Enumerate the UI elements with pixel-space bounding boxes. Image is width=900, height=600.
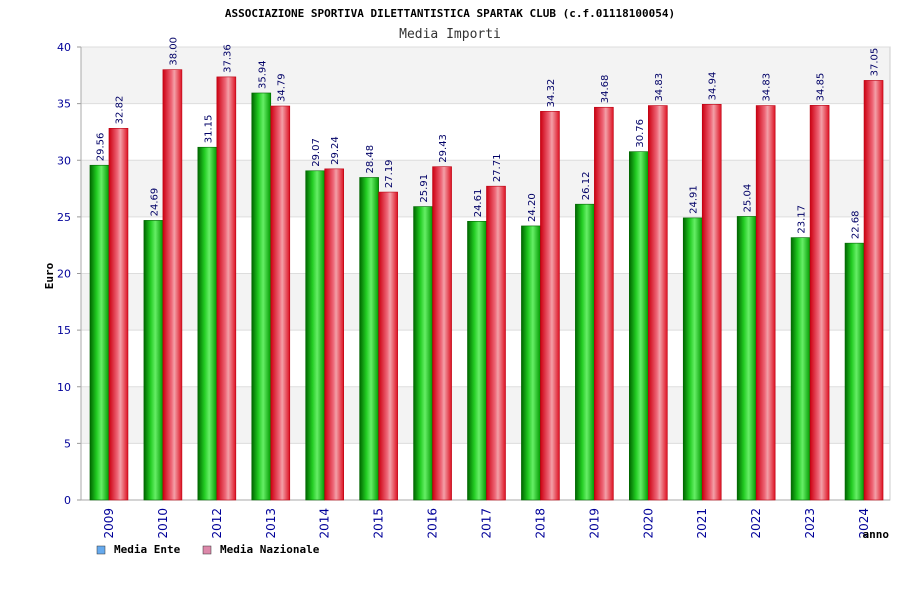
data-label: 31.15 bbox=[203, 115, 214, 144]
data-label: 25.91 bbox=[419, 174, 430, 203]
chart-title: ASSOCIAZIONE SPORTIVA DILETTANTISTICA SP… bbox=[225, 7, 675, 20]
y-tick-label: 35 bbox=[57, 98, 71, 111]
x-tick-label: 2012 bbox=[210, 508, 224, 539]
x-tick-label: 2021 bbox=[695, 508, 709, 539]
legend-swatch-media-ente bbox=[96, 545, 106, 555]
bar-media-nazionale bbox=[324, 168, 345, 501]
x-tick-label: 2009 bbox=[102, 508, 116, 539]
bar-media-nazionale bbox=[647, 105, 668, 501]
bar-media-nazionale bbox=[809, 105, 830, 501]
x-tick-label: 2010 bbox=[156, 508, 170, 539]
x-tick-label: 2014 bbox=[318, 508, 332, 539]
data-label: 24.20 bbox=[527, 193, 538, 222]
data-label: 24.69 bbox=[149, 188, 160, 217]
bar-media-ente bbox=[251, 92, 272, 501]
x-tick-label: 2020 bbox=[641, 508, 655, 539]
bar-media-nazionale bbox=[486, 185, 506, 501]
data-label: 29.07 bbox=[311, 138, 322, 167]
data-label: 34.94 bbox=[708, 72, 719, 101]
data-label: 37.05 bbox=[870, 48, 881, 77]
bar-media-nazionale bbox=[755, 105, 776, 501]
bar-media-nazionale bbox=[540, 111, 560, 501]
data-label: 32.82 bbox=[114, 96, 125, 125]
y-tick-label: 25 bbox=[57, 211, 71, 224]
y-tick-label: 15 bbox=[57, 324, 71, 337]
legend-label-media-ente: Media Ente bbox=[114, 543, 181, 556]
bar-media-ente bbox=[736, 216, 757, 501]
x-axis-label: anno bbox=[863, 528, 890, 541]
y-tick-label: 5 bbox=[64, 437, 71, 450]
x-tick-label: 2024 bbox=[857, 508, 871, 539]
x-tick-label: 2022 bbox=[749, 508, 763, 539]
x-tick-label: 2016 bbox=[426, 508, 440, 539]
data-label: 34.83 bbox=[762, 73, 773, 102]
bar-media-ente bbox=[413, 206, 433, 501]
y-axis-label: Euro bbox=[43, 262, 56, 289]
bar-media-nazionale bbox=[270, 105, 291, 501]
bar-media-ente bbox=[575, 203, 595, 501]
bar-media-ente bbox=[521, 225, 541, 501]
data-label: 29.56 bbox=[95, 133, 106, 162]
bar-media-ente bbox=[197, 146, 218, 501]
data-label: 23.17 bbox=[797, 205, 808, 234]
y-tick-label: 0 bbox=[64, 494, 71, 507]
data-label: 29.43 bbox=[438, 134, 449, 163]
data-label: 30.76 bbox=[635, 119, 646, 148]
data-label: 24.91 bbox=[689, 185, 700, 214]
bar-media-ente bbox=[89, 164, 110, 501]
bars: 29.56 32.82 24.69 38.00 31.15 37.36 35.94 34.79… bbox=[89, 37, 884, 501]
data-label: 27.19 bbox=[384, 159, 395, 188]
data-label: 34.85 bbox=[816, 73, 827, 102]
bar-media-nazionale bbox=[216, 76, 237, 501]
bar-media-ente bbox=[628, 151, 649, 501]
bar-media-ente bbox=[682, 217, 703, 501]
plot-band bbox=[81, 47, 890, 104]
bar-media-nazionale bbox=[108, 128, 129, 501]
x-tick-label: 2013 bbox=[264, 508, 278, 539]
bar-media-ente bbox=[790, 237, 811, 501]
bar-media-ente bbox=[359, 177, 379, 501]
bar-media-nazionale bbox=[863, 80, 884, 501]
data-label: 35.94 bbox=[257, 60, 268, 89]
bar-media-nazionale bbox=[594, 106, 614, 501]
y-tick-label: 20 bbox=[57, 268, 71, 281]
data-label: 29.24 bbox=[330, 136, 341, 165]
bar-media-ente bbox=[467, 220, 487, 501]
data-label: 26.12 bbox=[581, 172, 592, 201]
bar-media-ente bbox=[305, 170, 326, 501]
y-tick-label: 10 bbox=[57, 381, 71, 394]
bar-media-nazionale bbox=[432, 166, 452, 501]
data-label: 24.61 bbox=[473, 189, 484, 218]
data-label: 34.32 bbox=[546, 79, 557, 108]
y-tick-label: 30 bbox=[57, 154, 71, 167]
legend: Media Ente Media Nazionale bbox=[96, 543, 320, 556]
data-label: 38.00 bbox=[168, 37, 179, 66]
x-tick-label: 2017 bbox=[480, 508, 494, 539]
data-label: 28.48 bbox=[365, 145, 376, 174]
x-tick-label: 2018 bbox=[533, 508, 547, 539]
bar-media-nazionale bbox=[162, 69, 183, 501]
x-tick-label: 2019 bbox=[587, 508, 601, 539]
x-tick-label: 2015 bbox=[372, 508, 386, 539]
chart-subtitle: Media Importi bbox=[399, 27, 501, 42]
data-label: 34.68 bbox=[600, 75, 611, 104]
y-tick-label: 40 bbox=[57, 41, 71, 54]
legend-swatch-media-nazionale bbox=[202, 545, 212, 555]
x-tick-label: 2023 bbox=[803, 508, 817, 539]
bar-media-ente bbox=[844, 242, 865, 501]
bar-media-ente bbox=[143, 220, 164, 501]
legend-label-media-nazionale: Media Nazionale bbox=[220, 543, 320, 556]
data-label: 37.36 bbox=[222, 44, 233, 73]
data-label: 25.04 bbox=[743, 184, 754, 213]
data-label: 27.71 bbox=[492, 154, 503, 183]
bar-media-nazionale bbox=[378, 191, 398, 501]
x-axis-ticks: 2009 2010 2012 2013 2014 2015 2016 2017 2018 2019… bbox=[102, 508, 871, 539]
bar-media-nazionale bbox=[701, 104, 722, 501]
data-label: 22.68 bbox=[851, 211, 862, 240]
data-label: 34.79 bbox=[276, 73, 287, 102]
data-label: 34.83 bbox=[654, 73, 665, 102]
